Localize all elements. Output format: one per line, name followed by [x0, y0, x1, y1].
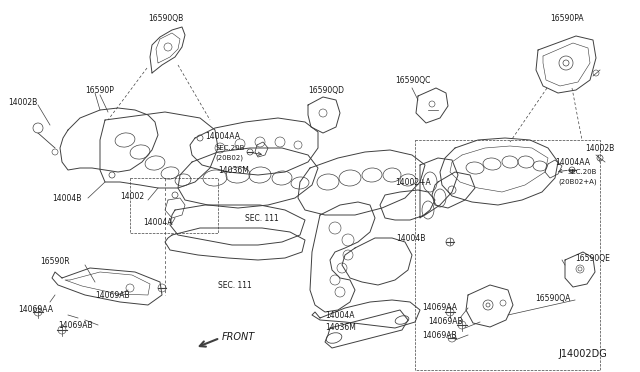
Text: J14002DG: J14002DG	[558, 349, 607, 359]
Text: 16590QD: 16590QD	[308, 86, 344, 94]
Text: 14004A: 14004A	[325, 311, 355, 320]
Text: 14004B: 14004B	[396, 234, 426, 243]
Text: 16590QC: 16590QC	[395, 76, 430, 84]
Text: 16590QA: 16590QA	[535, 294, 570, 302]
Text: 14004AA: 14004AA	[555, 157, 590, 167]
Text: 14004A: 14004A	[143, 218, 173, 227]
Text: 16590QB: 16590QB	[148, 13, 183, 22]
Text: FRONT: FRONT	[222, 332, 255, 342]
Text: SEC.20B: SEC.20B	[215, 145, 244, 151]
Text: 14002B: 14002B	[8, 97, 37, 106]
Text: SEC. 111: SEC. 111	[245, 214, 279, 222]
Bar	[415, 140, 600, 370]
Text: 14069AB: 14069AB	[428, 317, 463, 327]
Text: 16590PA: 16590PA	[550, 13, 584, 22]
Text: 14002B: 14002B	[585, 144, 614, 153]
Text: 14069AB: 14069AB	[422, 331, 456, 340]
Text: 14004AA: 14004AA	[205, 131, 240, 141]
Text: 16590P: 16590P	[85, 86, 114, 94]
Text: 14036M: 14036M	[325, 324, 356, 333]
Text: 14036M: 14036M	[218, 166, 249, 174]
Text: 14002+A: 14002+A	[395, 177, 431, 186]
Text: 14002: 14002	[120, 192, 144, 201]
Text: 14069AB: 14069AB	[58, 321, 93, 330]
Text: 14069AB: 14069AB	[95, 291, 130, 299]
Text: 14069AA: 14069AA	[18, 305, 53, 314]
Text: 14004B: 14004B	[52, 193, 81, 202]
Text: SEC.20B: SEC.20B	[568, 169, 597, 175]
Text: (20B02): (20B02)	[215, 155, 243, 161]
Text: (20B02+A): (20B02+A)	[558, 179, 596, 185]
Text: 16590QE: 16590QE	[575, 253, 610, 263]
Bar	[130, 178, 218, 233]
Text: SEC. 111: SEC. 111	[218, 280, 252, 289]
Text: 14069AA: 14069AA	[422, 304, 457, 312]
Text: 16590R: 16590R	[40, 257, 70, 266]
